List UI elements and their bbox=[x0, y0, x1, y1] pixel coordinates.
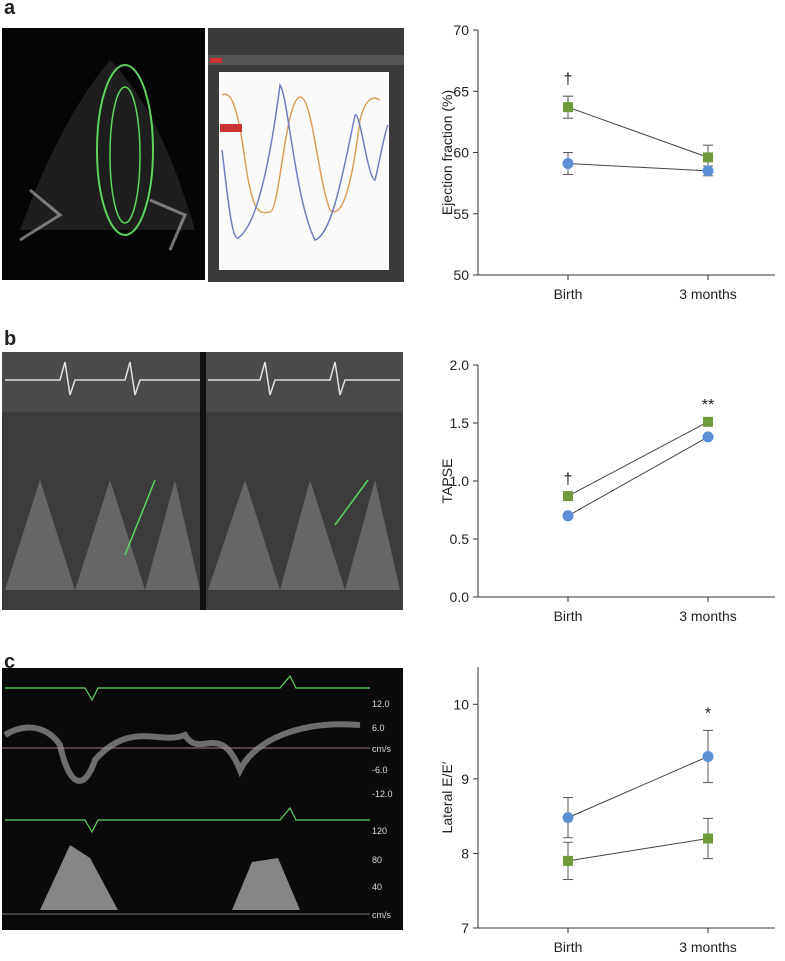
doppler-image-c bbox=[2, 668, 403, 930]
panel-letter: a bbox=[4, 0, 16, 19]
series-line bbox=[567, 421, 709, 497]
series-line bbox=[567, 838, 709, 862]
y-tick-label: 8 bbox=[461, 845, 469, 861]
data-point bbox=[702, 165, 714, 177]
y-tick-label: 7 bbox=[461, 920, 469, 936]
panel-letter: c bbox=[4, 651, 15, 673]
data-point bbox=[562, 812, 574, 824]
image-scale-label: -6.0 bbox=[372, 765, 388, 775]
x-tick-label: Birth bbox=[554, 939, 583, 955]
series-line bbox=[567, 106, 709, 158]
data-point bbox=[703, 833, 713, 844]
data-point bbox=[703, 416, 713, 427]
y-tick-label: 1.5 bbox=[450, 415, 470, 431]
y-tick-label: 60 bbox=[453, 145, 469, 161]
image-scale-label: 12.0 bbox=[372, 699, 390, 709]
x-tick-label: Birth bbox=[554, 286, 583, 302]
image-scale-label: -12.0 bbox=[372, 789, 393, 799]
series-line bbox=[567, 163, 709, 172]
image-scale-label: 80 bbox=[372, 855, 382, 865]
y-tick-label: 70 bbox=[453, 22, 469, 38]
y-axis-label: Lateral E/E′ bbox=[439, 761, 455, 833]
y-tick-label: 0.5 bbox=[450, 531, 470, 547]
y-tick-label: 55 bbox=[453, 206, 469, 222]
echo-image-a bbox=[2, 28, 404, 282]
annotation: * bbox=[705, 705, 711, 722]
data-point bbox=[563, 855, 573, 866]
panel-letter: b bbox=[4, 328, 16, 350]
mmode-image-b bbox=[2, 352, 403, 610]
series-line bbox=[567, 436, 709, 517]
data-point bbox=[562, 158, 574, 170]
y-tick-label: 65 bbox=[453, 83, 469, 99]
y-tick-label: 10 bbox=[453, 696, 469, 712]
annotation: † bbox=[564, 71, 573, 88]
image-scale-label: cm/s bbox=[372, 910, 391, 920]
y-axis-label: Ejection fraction (%) bbox=[439, 90, 455, 215]
y-tick-label: 1.0 bbox=[450, 473, 470, 489]
y-tick-label: 50 bbox=[453, 267, 469, 283]
image-scale-label: 120 bbox=[372, 826, 387, 836]
x-tick-label: 3 months bbox=[679, 608, 737, 624]
y-tick-label: 0.0 bbox=[450, 589, 470, 605]
annotation: ** bbox=[702, 397, 714, 414]
data-point bbox=[562, 510, 574, 522]
image-scale-label: 6.0 bbox=[372, 723, 385, 733]
image-scale-label: cm/s bbox=[372, 744, 391, 754]
x-tick-label: 3 months bbox=[679, 286, 737, 302]
series-line bbox=[567, 756, 709, 819]
annotation: † bbox=[564, 471, 573, 488]
x-tick-label: 3 months bbox=[679, 939, 737, 955]
data-point bbox=[703, 152, 713, 163]
image-scale-label: 40 bbox=[372, 882, 382, 892]
y-axis-label: TAPSE bbox=[439, 459, 455, 504]
x-tick-label: Birth bbox=[554, 608, 583, 624]
y-tick-label: 2.0 bbox=[450, 357, 470, 373]
y-tick-label: 9 bbox=[461, 771, 469, 787]
data-point bbox=[563, 491, 573, 502]
data-point bbox=[702, 431, 714, 443]
data-point bbox=[702, 750, 714, 762]
data-point bbox=[563, 102, 573, 113]
